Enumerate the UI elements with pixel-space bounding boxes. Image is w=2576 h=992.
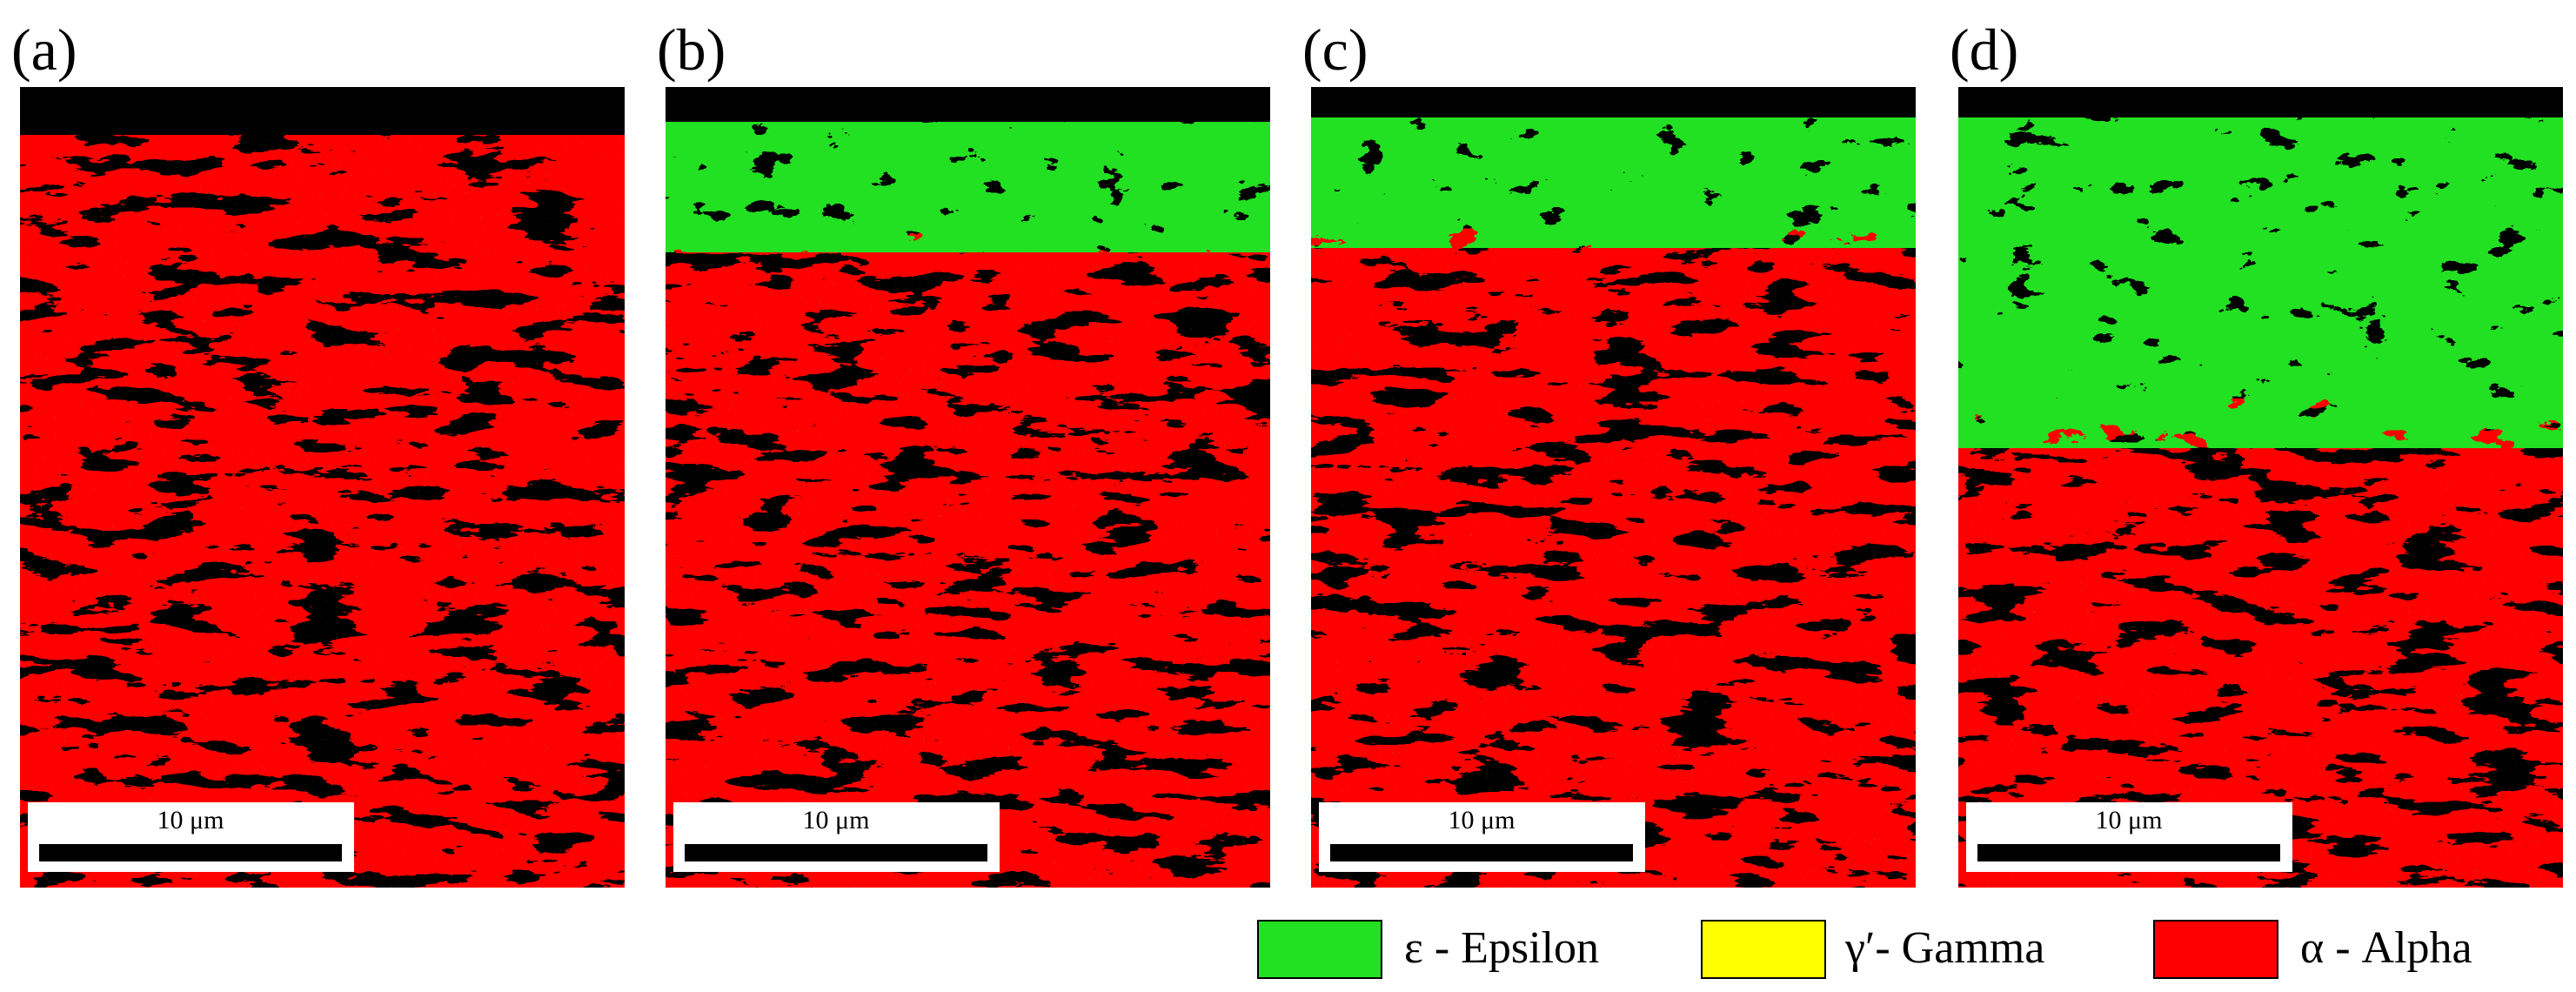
phase-map-panel: (c) 10 μm <box>1302 17 1916 888</box>
legend-label: ε - Epsilon <box>1404 923 1599 973</box>
legend-label: γ′- Gamma <box>1844 923 2044 973</box>
scale-bar <box>1330 844 1633 861</box>
panel-label: (a) <box>11 17 77 83</box>
legend-label: α - Alpha <box>2300 923 2472 973</box>
scale-bar-label: 10 μm <box>2096 806 2163 834</box>
scale-bar-label: 10 μm <box>803 806 870 834</box>
phase-map-panel: (d) 10 μm <box>1950 17 2563 888</box>
legend-swatch <box>1257 920 1382 979</box>
phase-map-panel: (b) 10 μm <box>657 17 1270 888</box>
phase-map-panel: (a) 10 μm <box>11 17 625 888</box>
epsilon-specks <box>1958 117 2563 888</box>
epsilon-specks <box>1311 117 1916 888</box>
scale-bar <box>39 844 342 861</box>
legend-swatch <box>2153 920 2278 979</box>
panel-label: (d) <box>1950 17 2018 83</box>
legend: ε - Epsilon γ′- Gamma α - Alpha <box>1257 920 2472 979</box>
epsilon-specks <box>20 135 625 888</box>
scale-bar-label: 10 μm <box>1449 806 1515 834</box>
scale-bar <box>685 844 987 861</box>
epsilon-specks <box>666 122 1270 888</box>
panel-label: (b) <box>657 17 726 83</box>
legend-swatch <box>1701 920 1826 979</box>
scale-bar-label: 10 μm <box>157 806 224 834</box>
panel-label: (c) <box>1302 17 1368 83</box>
scale-bar <box>1977 844 2280 861</box>
